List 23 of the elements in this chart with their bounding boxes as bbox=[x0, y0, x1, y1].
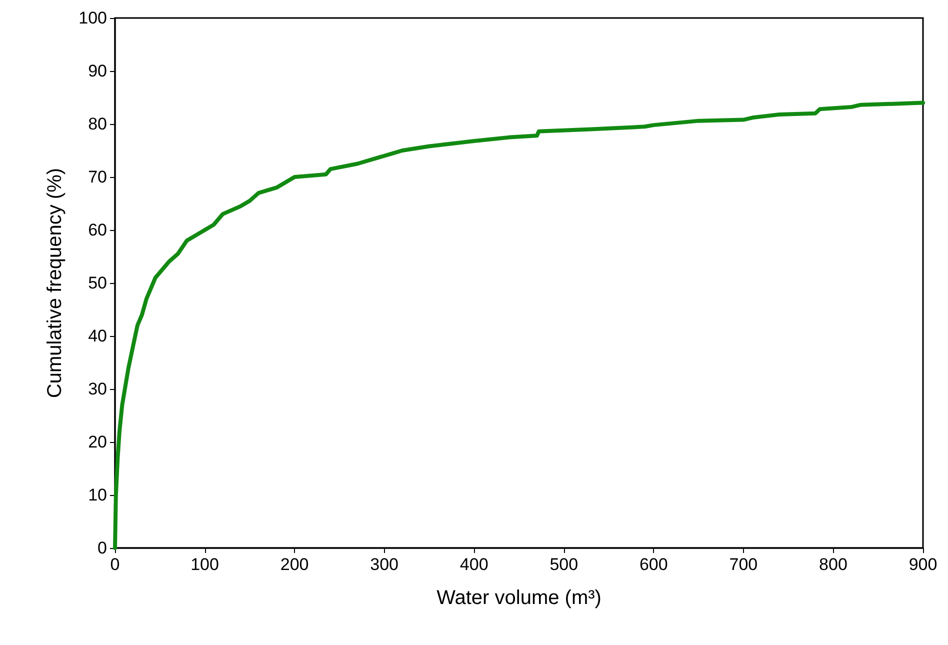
y-tick-label: 0 bbox=[98, 538, 107, 558]
x-tick-label: 900 bbox=[908, 555, 938, 574]
y-tick-label: 20 bbox=[88, 432, 107, 452]
x-axis-title: Water volume (m³) bbox=[436, 587, 602, 609]
y-tick-label: 10 bbox=[88, 486, 107, 504]
x-tick-label: 0 bbox=[110, 555, 120, 574]
y-tick-label: 90 bbox=[88, 62, 107, 80]
x-tick-label: 100 bbox=[190, 555, 219, 574]
x-tick-label: 500 bbox=[550, 555, 578, 574]
y-tick-label: 100 bbox=[78, 8, 107, 28]
y-tick-label: 60 bbox=[88, 220, 107, 240]
x-tick-label: 600 bbox=[639, 555, 668, 574]
x-tick-label: 200 bbox=[280, 555, 309, 574]
y-tick-label: 80 bbox=[88, 114, 107, 134]
x-tick-label: 300 bbox=[370, 555, 399, 574]
y-axis-title: Cumulative frequency (%) bbox=[44, 168, 66, 398]
x-tick-label: 700 bbox=[729, 555, 758, 574]
x-tick-label: 400 bbox=[460, 555, 488, 574]
y-tick-label: 30 bbox=[88, 380, 107, 398]
y-tick-label: 70 bbox=[88, 168, 107, 186]
x-tick-label: 800 bbox=[819, 555, 848, 574]
y-tick-label: 40 bbox=[88, 326, 107, 346]
y-tick-label: 50 bbox=[88, 274, 107, 292]
